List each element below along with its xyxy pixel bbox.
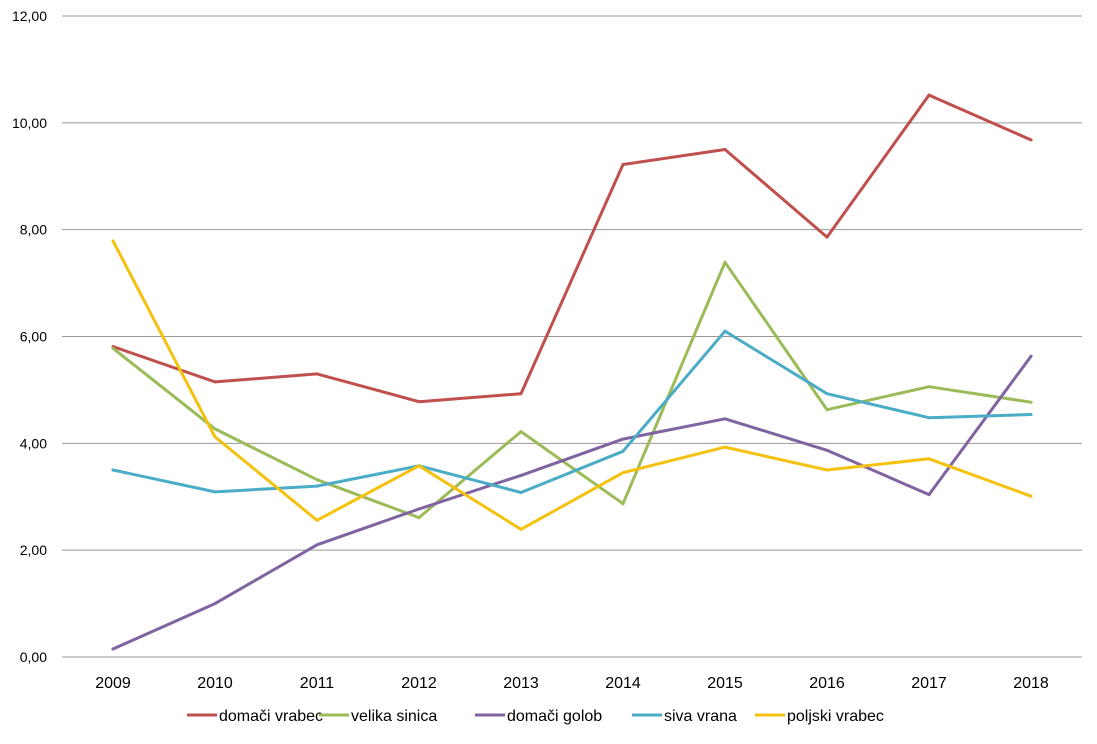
legend-label: domači golob [507,708,602,725]
data-point [519,527,523,531]
series-lines [111,93,1033,651]
y-tick-label: 0,00 [20,649,47,665]
data-point [519,430,523,434]
x-tick-label: 2012 [401,675,437,692]
legend-label: velika sinica [351,708,437,725]
x-tick-label: 2014 [605,675,641,692]
y-tick-label: 12,00 [12,8,47,24]
series-line [111,354,1033,651]
data-point [723,260,727,264]
data-point [111,239,115,243]
data-point [927,493,931,497]
data-point [723,148,727,152]
y-tick-label: 2,00 [20,542,47,558]
data-point [111,346,115,350]
data-point [213,602,217,606]
data-point [111,647,115,651]
data-point [723,417,727,421]
data-point [927,93,931,97]
series-line [111,260,1033,520]
y-tick-label: 10,00 [12,115,47,131]
data-point [315,478,319,482]
legend: domači vrabec velika sinica domači golob si… [187,708,884,725]
series-line [111,239,1033,531]
x-tick-label: 2011 [300,675,335,692]
data-point [213,427,217,431]
data-point [825,468,829,472]
data-point [927,385,931,389]
data-point [825,235,829,239]
x-axis-ticks: 2009 2010 2011 2012 2013 2014 2015 2016 2017 2018 [95,675,1049,692]
gridlines [62,15,1082,658]
data-point [417,400,421,404]
data-point [111,468,115,472]
data-point [417,516,421,520]
data-point [1029,400,1033,404]
data-point [213,490,217,494]
x-tick-label: 2016 [809,675,845,692]
data-point [417,464,421,468]
legend-label: siva vrana [664,708,737,725]
x-tick-label: 2013 [503,675,539,692]
data-point [723,329,727,333]
series-line [111,329,1033,494]
data-point [621,502,625,506]
data-point [315,372,319,376]
data-point [519,473,523,477]
data-point [621,471,625,475]
data-point [519,490,523,494]
x-tick-label: 2017 [911,675,947,692]
data-point [417,507,421,511]
data-point [825,392,829,396]
data-point [621,449,625,453]
data-point [825,448,829,452]
x-tick-label: 2009 [95,675,131,692]
legend-label: poljski vrabec [787,708,884,725]
data-point [1029,494,1033,498]
data-point [927,416,931,420]
data-point [1029,412,1033,416]
data-point [213,435,217,439]
y-axis-ticks: 0,00 2,00 4,00 6,00 8,00 10,00 12,00 [12,8,47,665]
x-tick-label: 2015 [707,675,743,692]
series-line [111,93,1033,404]
data-point [1029,354,1033,358]
data-point [315,543,319,547]
data-point [825,408,829,412]
y-tick-label: 6,00 [20,329,47,345]
y-tick-label: 4,00 [20,435,47,451]
x-tick-label: 2018 [1013,675,1049,692]
data-point [213,380,217,384]
data-point [621,437,625,441]
x-tick-label: 2010 [197,675,233,692]
data-point [621,162,625,166]
data-point [519,392,523,396]
data-point [1029,138,1033,142]
data-point [927,457,931,461]
legend-label: domači vrabec [219,708,323,725]
data-point [315,484,319,488]
data-point [723,445,727,449]
data-point [315,518,319,522]
y-tick-label: 8,00 [20,222,47,238]
